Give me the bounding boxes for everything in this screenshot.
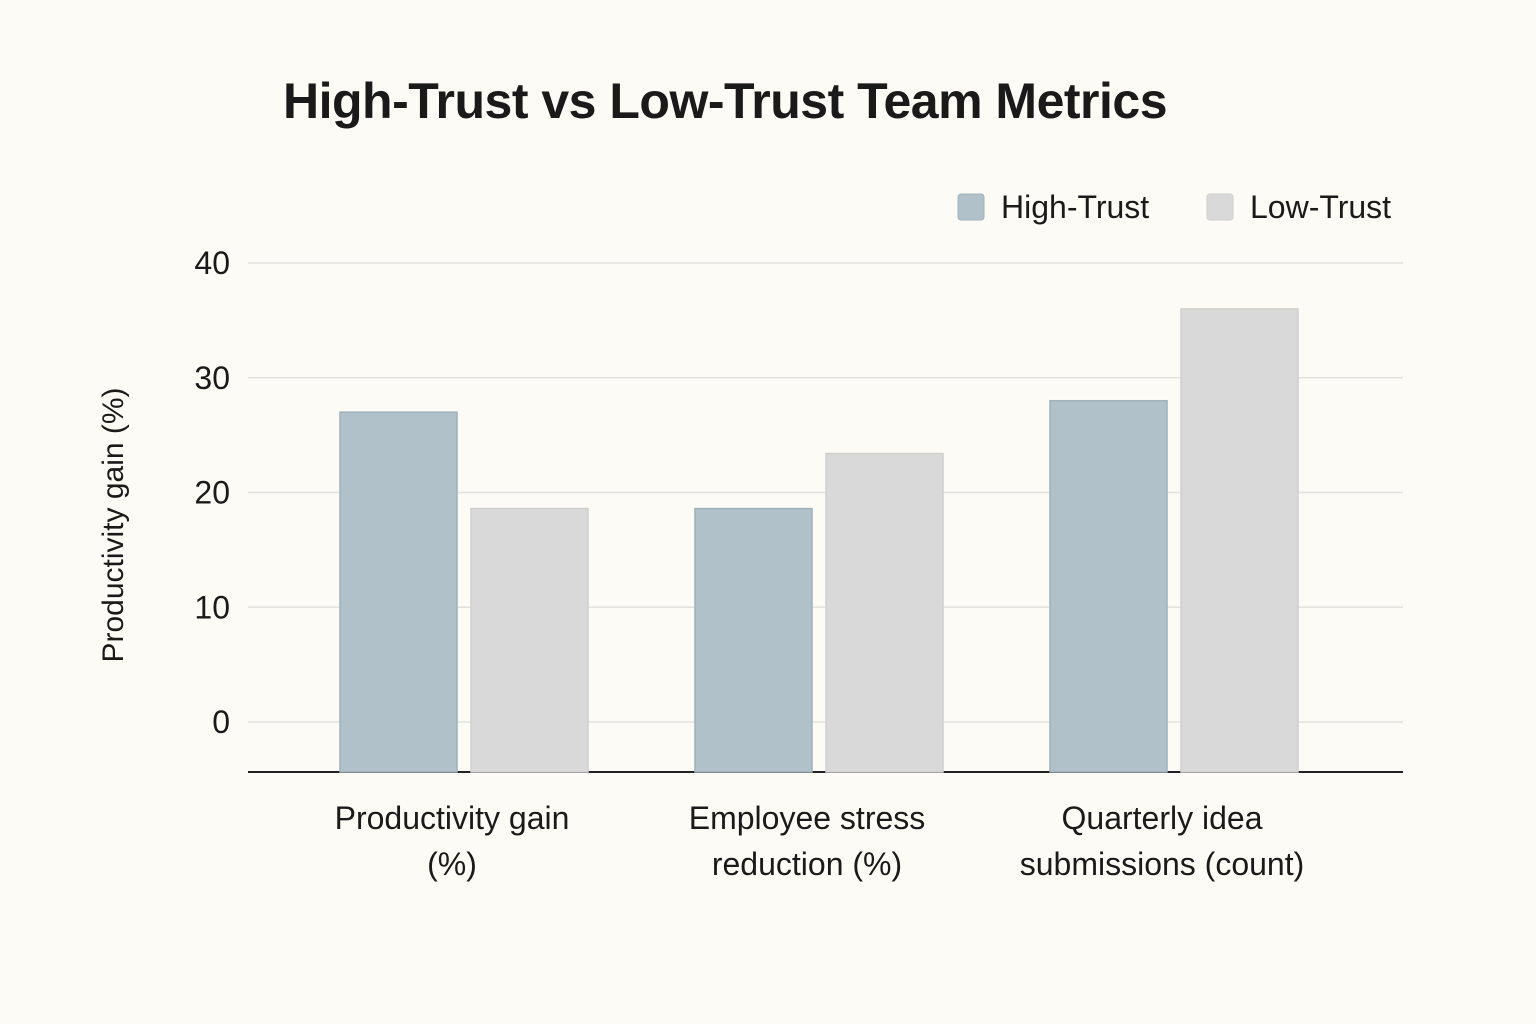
x-tick-label: Productivity gain <box>335 800 570 836</box>
x-tick-label: Employee stress <box>689 800 926 836</box>
legend-label: Low-Trust <box>1250 189 1391 225</box>
bar-high-trust <box>339 411 458 773</box>
bar-low-trust <box>470 507 589 773</box>
chart-title: High-Trust vs Low-Trust Team Metrics <box>283 73 1168 129</box>
y-axis-label: Productivity gain (%) <box>97 387 130 662</box>
x-tick-label: Quarterly idea <box>1062 800 1263 836</box>
bar-low-trust <box>1180 308 1299 773</box>
legend-label: High-Trust <box>1001 189 1149 225</box>
y-tick-label: 10 <box>194 589 230 625</box>
bar-high-trust <box>1049 399 1168 773</box>
y-tick-label: 20 <box>194 475 230 511</box>
legend-swatch <box>1206 193 1234 221</box>
y-tick-label: 30 <box>194 360 230 396</box>
x-tick-label: (%) <box>427 846 477 882</box>
x-tick-label: reduction (%) <box>712 846 902 882</box>
bar-high-trust <box>694 507 813 773</box>
bar-low-trust <box>825 452 944 773</box>
legend-swatch <box>957 193 985 221</box>
y-tick-label: 0 <box>212 704 230 740</box>
y-tick-label: 40 <box>194 245 230 281</box>
x-tick-label: submissions (count) <box>1020 846 1305 882</box>
